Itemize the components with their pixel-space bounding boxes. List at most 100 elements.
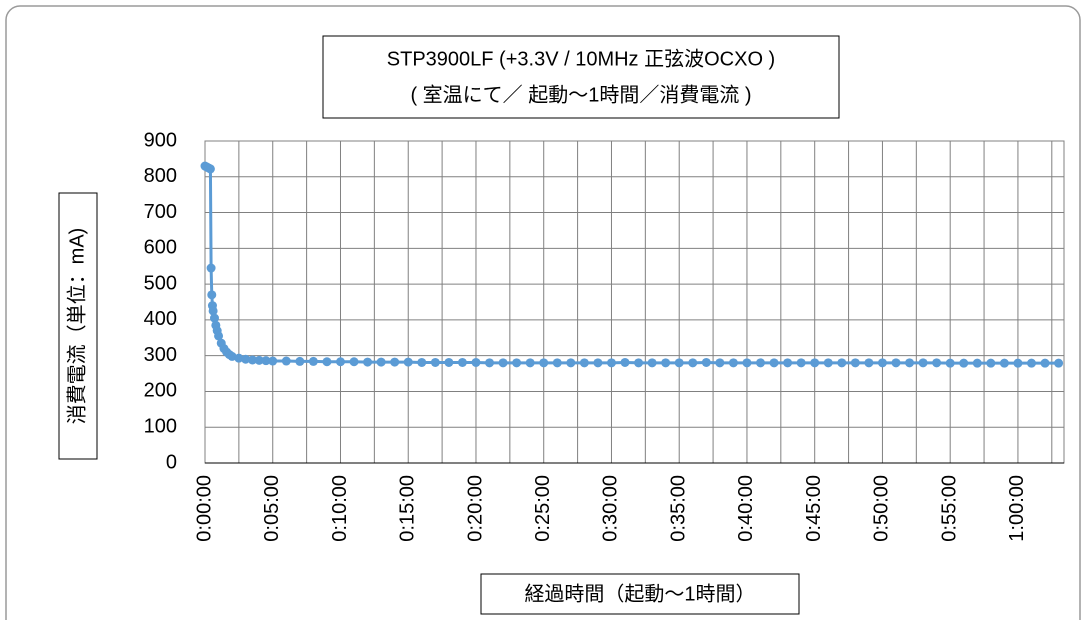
data-point — [891, 358, 901, 368]
data-point — [850, 358, 860, 368]
data-point — [247, 355, 257, 365]
y-tick-label: 0 — [166, 451, 177, 473]
data-point — [471, 357, 481, 367]
data-point — [261, 356, 271, 366]
x-axis-label: 経過時間（起動～1時間） — [524, 582, 755, 605]
data-point — [281, 356, 291, 366]
data-point — [837, 358, 847, 368]
data-point — [254, 355, 264, 365]
data-point — [376, 357, 386, 367]
data-point — [1040, 358, 1050, 368]
data-point — [620, 357, 630, 367]
x-tick-label: 1:00:00 — [1006, 475, 1028, 542]
data-point — [688, 358, 698, 368]
data-point — [701, 357, 711, 367]
x-tick-label: 0:25:00 — [532, 475, 554, 542]
data-point — [457, 357, 467, 367]
data-point — [539, 358, 549, 368]
data-point — [742, 358, 752, 368]
data-point — [959, 358, 969, 368]
data-point — [932, 358, 942, 368]
data-point — [972, 358, 982, 368]
x-tick-label: 0:50:00 — [871, 475, 893, 542]
data-point — [823, 358, 833, 368]
data-point — [512, 358, 522, 368]
x-tick-label: 0:00:00 — [193, 475, 215, 542]
data-point — [552, 358, 562, 368]
x-tick-label: 0:40:00 — [735, 475, 757, 542]
data-point — [241, 354, 251, 364]
data-point — [945, 358, 955, 368]
data-point — [864, 358, 874, 368]
data-point — [214, 331, 224, 341]
data-point — [349, 357, 359, 367]
data-point — [715, 358, 725, 368]
data-point — [756, 358, 766, 368]
y-tick-label: 600 — [144, 237, 177, 259]
data-point — [207, 290, 217, 300]
data-point — [661, 358, 671, 368]
data-point — [234, 353, 244, 363]
data-point — [390, 357, 400, 367]
title-box — [322, 35, 840, 119]
x-tick-label: 0:10:00 — [329, 475, 351, 542]
data-point — [593, 358, 603, 368]
data-point — [295, 356, 305, 366]
data-point — [209, 313, 219, 323]
data-point — [485, 358, 495, 368]
data-point — [268, 356, 278, 366]
data-point — [579, 358, 589, 368]
data-point — [999, 358, 1009, 368]
data-point — [430, 357, 440, 367]
y-axis-label: 消費電流（単位：mA) — [65, 228, 88, 425]
y-tick-label: 800 — [144, 165, 177, 187]
data-point — [647, 358, 657, 368]
data-point — [525, 358, 535, 368]
y-tick-label: 200 — [144, 380, 177, 402]
y-tick-label: 300 — [144, 344, 177, 366]
data-point — [796, 358, 806, 368]
data-point — [986, 358, 996, 368]
data-point — [417, 357, 427, 367]
data-point — [1026, 358, 1036, 368]
x-tick-label: 0:15:00 — [397, 475, 419, 542]
y-tick-label: 100 — [144, 416, 177, 438]
x-tick-label: 0:30:00 — [600, 475, 622, 542]
data-point — [206, 263, 216, 273]
plot-area — [204, 140, 1065, 464]
data-point — [606, 358, 616, 368]
data-point — [918, 358, 928, 368]
y-tick-label: 700 — [144, 201, 177, 223]
x-tick-label: 0:55:00 — [938, 475, 960, 542]
data-point — [674, 358, 684, 368]
chart-title: STP3900LF (+3.3V / 10MHz 正弦波OCXO ) — [387, 47, 775, 70]
x-tick-label: 0:35:00 — [667, 475, 689, 542]
data-point — [634, 358, 644, 368]
y-tick-label: 500 — [144, 272, 177, 294]
data-point — [877, 358, 887, 368]
data-point — [783, 358, 793, 368]
data-point — [322, 357, 332, 367]
data-point — [335, 357, 345, 367]
data-point — [566, 358, 576, 368]
data-point — [363, 357, 373, 367]
x-tick-label: 0:05:00 — [261, 475, 283, 542]
y-label-box — [58, 192, 98, 460]
x-tick-label: 0:45:00 — [803, 475, 825, 542]
data-point — [403, 357, 413, 367]
data-point — [905, 358, 915, 368]
data-point — [205, 164, 215, 174]
data-point — [769, 358, 779, 368]
data-point — [1054, 358, 1064, 368]
data-point — [498, 358, 508, 368]
data-point — [444, 357, 454, 367]
x-label-box — [480, 573, 800, 615]
data-point — [308, 356, 318, 366]
data-point — [728, 358, 738, 368]
y-tick-label: 900 — [144, 129, 177, 151]
data-point — [810, 358, 820, 368]
x-tick-label: 0:20:00 — [464, 475, 486, 542]
chart-title: ( 室温にて／ 起動～1時間／消費電流 ) — [410, 83, 751, 106]
y-tick-label: 400 — [144, 308, 177, 330]
